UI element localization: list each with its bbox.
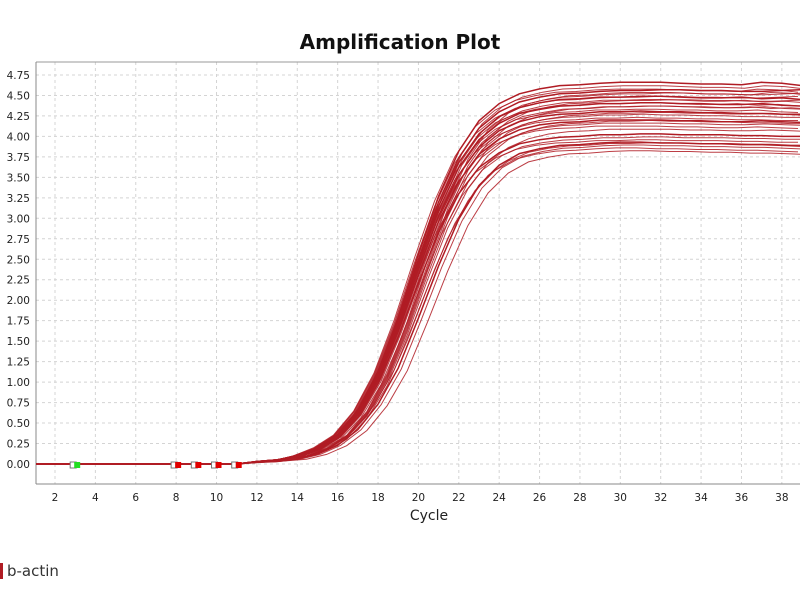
baseline-marker xyxy=(175,462,182,468)
y-tick-label: 0.00 xyxy=(7,459,30,471)
y-tick-label: 4.00 xyxy=(7,131,30,143)
x-tick-label: 34 xyxy=(694,492,708,504)
y-tick-label: 4.75 xyxy=(7,70,30,82)
chart-title: Amplification Plot xyxy=(299,30,501,54)
x-tick-label: 16 xyxy=(331,492,345,504)
y-tick-label: 3.75 xyxy=(7,152,30,164)
x-tick-label: 38 xyxy=(775,492,788,504)
x-tick-label: 2 xyxy=(52,492,59,504)
x-tick-label: 10 xyxy=(210,492,223,504)
x-tick-label: 32 xyxy=(654,492,667,504)
y-tick-label: 4.25 xyxy=(7,111,30,123)
y-tick-label: 2.00 xyxy=(7,295,30,307)
y-tick-label: 2.50 xyxy=(7,254,30,266)
x-tick-label: 20 xyxy=(412,492,425,504)
y-tick-label: 1.00 xyxy=(7,377,30,389)
x-tick-label: 24 xyxy=(492,492,506,504)
x-tick-label: 36 xyxy=(735,492,749,504)
series-line xyxy=(36,150,800,465)
series-line xyxy=(36,119,800,465)
x-tick-label: 18 xyxy=(371,492,384,504)
x-tick-label: 6 xyxy=(132,492,139,504)
y-tick-label: 1.50 xyxy=(7,336,30,348)
y-tick-label: 1.75 xyxy=(7,316,30,328)
y-tick-label: 3.50 xyxy=(7,172,30,184)
baseline-marker xyxy=(215,462,222,468)
y-tick-label: 0.25 xyxy=(7,439,30,451)
x-tick-label: 8 xyxy=(173,492,180,504)
x-tick-label: 4 xyxy=(92,492,99,504)
baseline-marker xyxy=(195,462,202,468)
legend: b-actin xyxy=(0,562,59,580)
baseline-marker xyxy=(74,462,81,468)
x-tick-label: 26 xyxy=(533,492,547,504)
y-tick-label: 4.50 xyxy=(7,90,30,102)
legend-swatch xyxy=(0,563,3,579)
baseline-marker xyxy=(235,462,242,468)
x-tick-label: 12 xyxy=(250,492,263,504)
y-tick-label: 2.75 xyxy=(7,234,30,246)
x-tick-label: 30 xyxy=(614,492,627,504)
x-tick-label: 14 xyxy=(291,492,305,504)
x-tick-label: 22 xyxy=(452,492,465,504)
y-tick-label: 0.50 xyxy=(7,418,30,430)
y-tick-label: 0.75 xyxy=(7,398,30,410)
y-tick-label: 3.00 xyxy=(7,213,30,225)
y-tick-label: 2.25 xyxy=(7,275,30,287)
y-tick-label: 1.25 xyxy=(7,357,30,369)
x-tick-label: 28 xyxy=(573,492,586,504)
y-tick-label: 3.25 xyxy=(7,193,30,205)
legend-entry: b-actin xyxy=(7,562,59,580)
x-axis-label: Cycle xyxy=(410,508,448,524)
